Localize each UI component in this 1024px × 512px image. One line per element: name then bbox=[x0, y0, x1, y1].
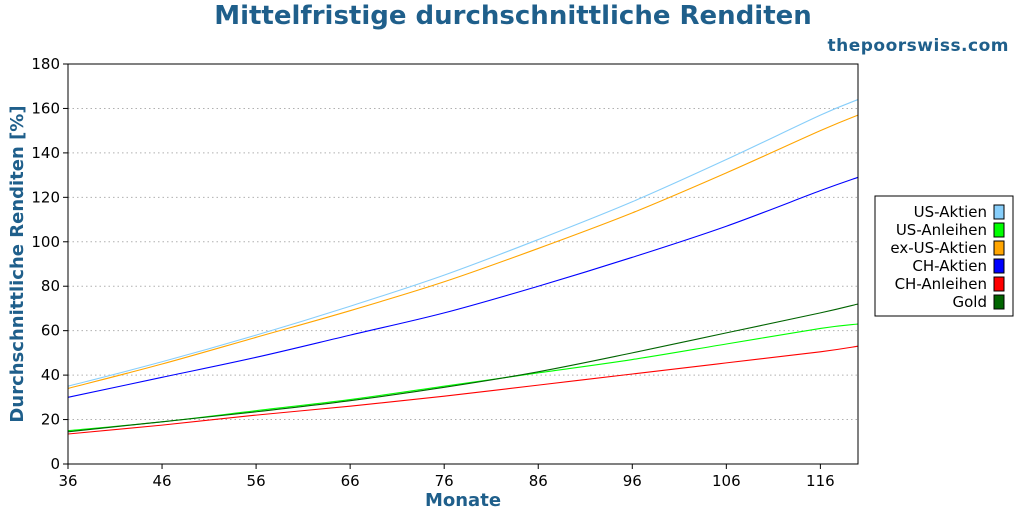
legend-swatch bbox=[993, 294, 1005, 310]
legend-swatch bbox=[993, 222, 1005, 238]
series-line-us-aktien bbox=[67, 99, 859, 387]
legend-box bbox=[874, 195, 1014, 317]
plot-frame bbox=[67, 63, 859, 465]
x-tick-label: 36 bbox=[58, 472, 77, 490]
x-tick-label: 76 bbox=[435, 472, 454, 490]
series-line-ch-aktien bbox=[67, 176, 859, 398]
x-tick-label: 106 bbox=[712, 472, 741, 490]
legend-swatch bbox=[993, 240, 1005, 256]
x-axis: 36 46 56 66 76 86 96 106 116 bbox=[58, 464, 835, 490]
legend-label: CH-Anleihen bbox=[895, 275, 987, 293]
y-tick-label: 60 bbox=[41, 322, 60, 340]
legend-label: US-Aktien bbox=[914, 203, 987, 221]
watermark: thepoorswiss.com bbox=[828, 36, 1010, 56]
grid bbox=[68, 107, 858, 421]
chart-title: Mittelfristige durchschnittliche Rendite… bbox=[214, 1, 812, 31]
x-tick-label: 56 bbox=[247, 472, 266, 490]
series-line-gold bbox=[67, 303, 859, 433]
y-tick-label: 180 bbox=[31, 55, 60, 73]
legend-swatch bbox=[993, 276, 1005, 292]
y-tick-label: 0 bbox=[50, 455, 60, 473]
legend-swatch bbox=[993, 204, 1005, 220]
x-tick-label: 46 bbox=[153, 472, 172, 490]
legend-label: CH-Aktien bbox=[912, 257, 987, 275]
y-tick-label: 100 bbox=[31, 233, 60, 251]
y-axis-title: Durchschnittliche Renditen [%] bbox=[7, 105, 28, 422]
y-tick-label: 160 bbox=[31, 99, 60, 117]
series-line-ch-anleihen bbox=[67, 345, 859, 435]
x-axis-title: Monate bbox=[425, 490, 501, 511]
x-tick-label: 96 bbox=[623, 472, 642, 490]
y-tick-label: 20 bbox=[41, 411, 60, 429]
legend-swatch bbox=[993, 258, 1005, 274]
y-tick-label: 80 bbox=[41, 277, 60, 295]
y-tick-label: 140 bbox=[31, 144, 60, 162]
series-line-us-anleihen bbox=[67, 323, 859, 432]
x-tick-label: 66 bbox=[341, 472, 360, 490]
legend-label: US-Anleihen bbox=[896, 221, 987, 239]
series-lines bbox=[67, 99, 859, 435]
y-tick-label: 40 bbox=[41, 366, 60, 384]
y-axis: 0 20 40 60 80 100 120 140 160 180 bbox=[31, 55, 68, 473]
series-line-ex-us-aktien bbox=[67, 114, 859, 389]
legend-label: Gold bbox=[953, 293, 988, 311]
y-tick-label: 120 bbox=[31, 188, 60, 206]
legend: US-AktienUS-Anleihenex-US-AktienCH-Aktie… bbox=[874, 195, 1014, 317]
x-tick-label: 86 bbox=[529, 472, 548, 490]
legend-label: ex-US-Aktien bbox=[890, 239, 987, 257]
x-tick-label: 116 bbox=[806, 472, 835, 490]
